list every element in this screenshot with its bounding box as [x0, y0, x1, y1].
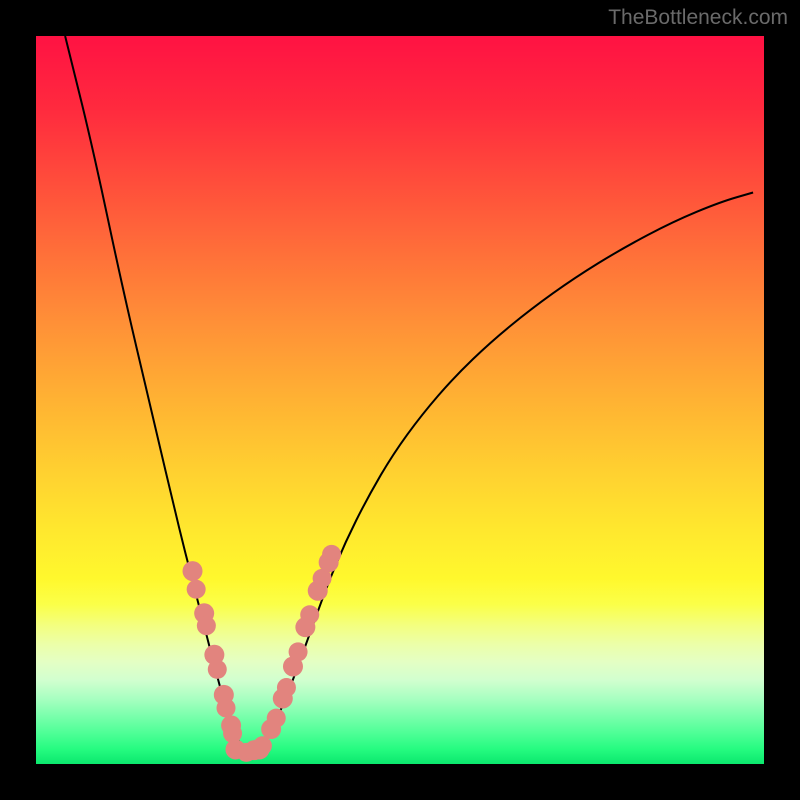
marker-left: [197, 616, 216, 635]
marker-right: [300, 605, 319, 624]
marker-bottom: [250, 739, 270, 759]
marker-left: [217, 698, 236, 717]
marker-left: [187, 580, 206, 599]
curve-left: [65, 36, 247, 752]
chart-svg: [0, 0, 800, 800]
marker-right: [322, 545, 341, 564]
marker-right: [267, 709, 286, 728]
marker-right: [277, 678, 296, 697]
marker-left: [183, 561, 203, 581]
chart-root: { "watermark": { "text": "TheBottleneck.…: [0, 0, 800, 800]
marker-left: [208, 660, 227, 679]
watermark-text: TheBottleneck.com: [608, 6, 788, 30]
marker-right: [289, 642, 308, 661]
curve-right: [247, 193, 753, 753]
